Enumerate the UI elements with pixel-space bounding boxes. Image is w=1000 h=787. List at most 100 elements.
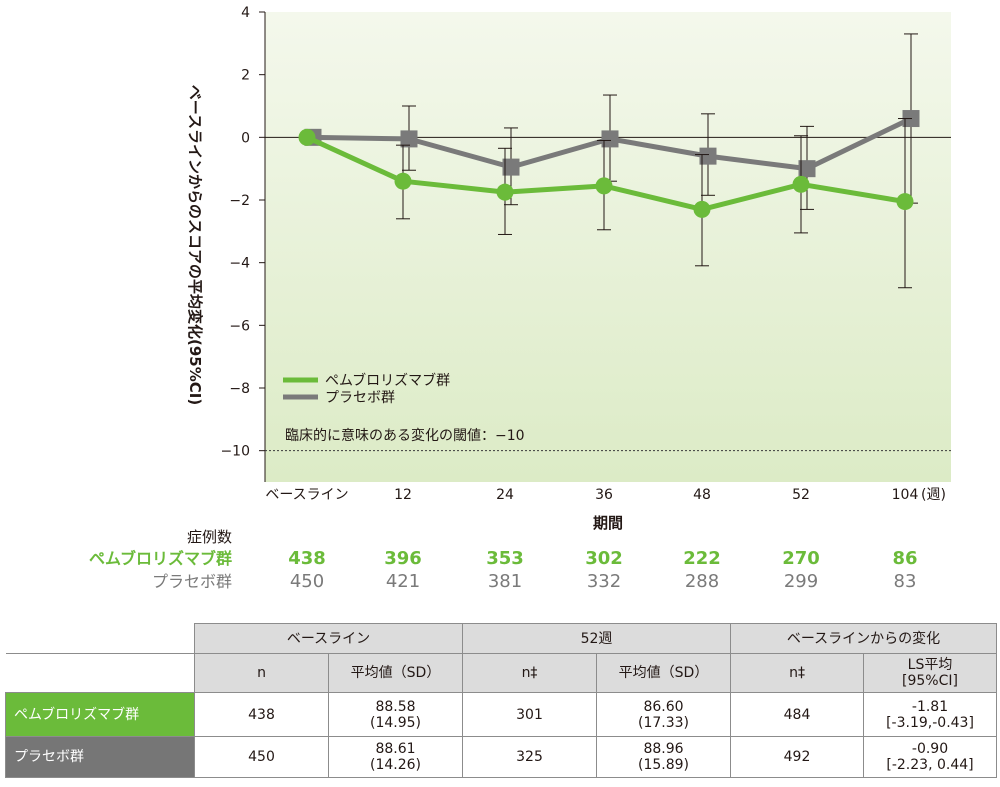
cell-ls-value: -1.81 [911,698,949,715]
data-point [496,183,514,201]
data-point [792,175,810,193]
col-n-baseline: n [194,653,329,693]
col-group-change: ベースラインからの変化 [730,623,998,654]
cell-ci-value: [-3.19,-0.43] [886,714,974,731]
row-label-placebo: プラセボ群 [5,736,195,778]
cell-mean: 88.61 [375,741,416,757]
table-row: ペムブロリズマブ群 438 88.58 (14.95) 301 86.60 (17.… [5,692,998,737]
series-pembro [298,118,914,289]
cell-sd: (14.95) [369,714,421,731]
counts-placebo-label: プラセボ群 [152,572,232,591]
row-label-pembro: ペムブロリズマブ群 [5,692,195,737]
count-value: 86 [892,548,917,569]
x-tick-label: ベースライン [265,487,348,503]
data-point [394,172,412,190]
cell-n2: 325 [462,736,597,778]
cell-n2: 301 [462,692,597,737]
cell-n3: 492 [730,736,865,778]
counts-row-placebo: 450 421 381 332 288 299 83 [290,571,917,592]
x-axis-title: 期間 [593,514,623,532]
y-axis-title: ベースラインからのスコアの平均変化(95%CI) [186,85,204,405]
count-value: 222 [683,548,721,569]
col-mean-baseline: 平均値（SD） [328,653,463,693]
col-ls-mean-label: LS平均 [907,657,953,673]
x-tick-label: 48 [693,487,711,503]
table-corner [5,623,195,654]
count-value: 288 [685,571,719,592]
counts-title: 症例数 [187,528,232,546]
data-point [502,158,520,176]
y-tick-label: −6 [229,318,250,334]
col-mean-week52: 平均値（SD） [595,653,732,693]
data-point [601,130,619,148]
table-corner-2 [5,653,195,693]
col-n-week52: n‡ [462,653,597,693]
x-tick-label: 104 [892,487,919,503]
cell-mean1: 88.61 (14.26) [328,736,463,778]
plot-area [265,12,951,482]
threshold-label: 臨床的に意味のある変化の閾値：−10 [285,427,525,444]
data-point [699,147,717,165]
x-tick-label: 12 [394,487,412,503]
cell-mean: 88.96 [643,741,684,757]
cell-mean2: 88.96 (15.89) [595,736,732,778]
count-value: 381 [488,571,522,592]
y-tick-label: −4 [229,256,250,272]
cell-sd: (17.33) [638,714,690,731]
cell-n3: 484 [730,692,865,737]
y-axis-title-text: ベースラインからのスコアの平均変化(95%CI) [186,85,204,405]
cell-ls: -0.90 [-2.23, 0.44] [863,736,998,778]
legend-label-placebo: プラセボ群 [325,390,395,406]
x-ticks: ベースライン 12 24 36 48 52 104 [265,487,918,503]
counts-row-pembro: 438 396 353 302 222 270 86 [288,548,917,569]
count-value: 353 [486,548,524,569]
cell-ls-value: -0.90 [911,741,949,757]
count-value: 396 [384,548,422,569]
data-point [798,160,816,178]
line-chart: 臨床的に意味のある変化の閾値：−10 4 2 0 −2 −4 −6 −8 −10 ベースライン… [89,5,951,592]
cell-sd: (14.26) [369,757,421,773]
y-tick-label: −10 [220,444,250,460]
col-ls-mean: LS平均 [95%CI] [863,653,998,693]
y-tick-label: 4 [241,5,250,21]
cell-ls: -1.81 [-3.19,-0.43] [863,692,998,737]
count-value: 83 [894,571,917,592]
data-point [400,130,418,148]
cell-mean: 86.60 [643,698,684,715]
cell-n1: 450 [194,736,329,778]
summary-table: ベースライン 52週 ベースラインからの変化 n 平均値（SD） n‡ 平均値（… [5,623,998,778]
x-axis-unit: (週) [921,487,946,503]
counts-pembro-label: ペムブロリズマブ群 [89,549,232,568]
data-point [693,200,711,218]
count-value: 299 [784,571,818,592]
count-value: 438 [288,548,326,569]
col-group-week52: 52週 [461,623,732,654]
table-row: プラセボ群 450 88.61 (14.26) 325 88.96 (15.89) … [5,736,998,778]
count-value: 270 [782,548,820,569]
count-value: 450 [290,571,324,592]
y-tick-label: 0 [241,130,250,146]
count-value: 302 [585,548,623,569]
col-n-change: n‡ [730,653,865,693]
legend: ペムブロリズマブ群 プラセボ群 [283,372,450,406]
cell-ci-value: [-2.23, 0.44] [886,757,974,773]
cell-mean: 88.58 [375,698,416,715]
cell-sd: (15.89) [638,757,690,773]
cell-mean2: 86.60 (17.33) [595,692,732,737]
col-group-baseline: ベースライン [194,623,463,654]
y-ticks: 4 2 0 −2 −4 −6 −8 −10 [220,5,265,460]
y-tick-label: −8 [229,381,250,397]
x-tick-label: 52 [792,487,810,503]
x-tick-label: 24 [496,487,514,503]
x-tick-label: 36 [595,487,613,503]
legend-label-pembro: ペムブロリズマブ群 [325,372,450,389]
col-ci-label: [95%CI] [902,673,958,689]
count-value: 332 [587,571,621,592]
cell-n1: 438 [194,692,329,737]
y-tick-label: −2 [229,193,250,209]
y-tick-label: 2 [241,68,250,84]
data-point [595,177,613,195]
data-point [298,128,316,146]
cell-mean1: 88.58 (14.95) [328,692,463,737]
data-point [896,193,914,211]
